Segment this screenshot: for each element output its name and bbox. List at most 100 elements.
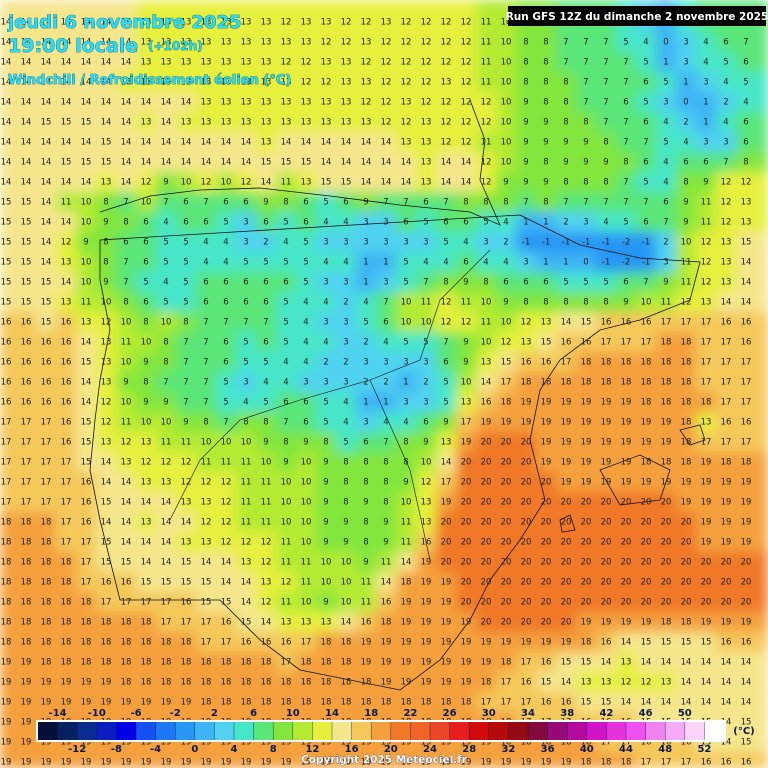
field-cell xyxy=(696,232,717,253)
field-cell xyxy=(496,92,517,113)
field-cell xyxy=(476,152,497,173)
field-cell xyxy=(476,132,497,153)
grid-value: 18 xyxy=(201,658,212,668)
field-cell xyxy=(556,232,577,253)
grid-value: 14 xyxy=(161,118,172,128)
grid-value: 15 xyxy=(541,678,552,688)
grid-value: 1 xyxy=(383,398,388,408)
grid-value: 7 xyxy=(183,398,188,408)
grid-value: 8 xyxy=(203,418,208,428)
grid-value: 1 xyxy=(403,378,408,388)
field-cell xyxy=(256,0,277,33)
grid-value: 18 xyxy=(281,698,292,708)
grid-value: 9 xyxy=(683,198,688,208)
field-cell xyxy=(16,232,37,253)
grid-value: 12 xyxy=(101,398,112,408)
field-cell xyxy=(596,132,617,153)
grid-value: 13 xyxy=(741,198,752,208)
grid-value: 19 xyxy=(1,698,12,708)
grid-value: 19 xyxy=(601,438,612,448)
grid-value: 9 xyxy=(663,278,668,288)
field-cell xyxy=(616,72,637,93)
colorbar-label: -8 xyxy=(111,744,122,755)
grid-value: 3 xyxy=(523,258,528,268)
field-cell xyxy=(16,172,37,193)
grid-value: 16 xyxy=(541,358,552,368)
grid-value: 14 xyxy=(281,138,292,148)
grid-value: 19 xyxy=(421,618,432,628)
field-cell xyxy=(16,252,37,273)
field-cell xyxy=(636,92,657,113)
field-cell xyxy=(556,32,577,53)
colorbar-cell xyxy=(606,722,627,740)
field-cell xyxy=(316,112,337,133)
grid-value: 19 xyxy=(561,418,572,428)
grid-value: 13 xyxy=(301,18,312,28)
grid-value: 6 xyxy=(143,218,148,228)
grid-value: 2 xyxy=(363,378,368,388)
grid-value: 18 xyxy=(261,698,272,708)
grid-value: 19 xyxy=(241,758,252,768)
grid-value: 17 xyxy=(701,338,712,348)
grid-value: 19 xyxy=(201,758,212,768)
grid-value: 3 xyxy=(343,238,348,248)
grid-value: 6 xyxy=(263,218,268,228)
grid-value: 15 xyxy=(1,218,12,228)
field-cell xyxy=(0,172,17,193)
grid-value: 14 xyxy=(181,158,192,168)
grid-value: 5 xyxy=(623,218,628,228)
field-cell xyxy=(696,192,717,213)
grid-value: 18 xyxy=(21,618,32,628)
grid-value: 15 xyxy=(41,278,52,288)
grid-value: 8 xyxy=(543,198,548,208)
grid-value: 8 xyxy=(543,78,548,88)
grid-value: 11 xyxy=(481,58,492,68)
field-cell xyxy=(236,272,257,293)
field-cell xyxy=(716,32,737,53)
grid-value: 18 xyxy=(1,558,12,568)
field-cell xyxy=(656,132,677,153)
grid-value: 3 xyxy=(403,358,408,368)
grid-value: 9 xyxy=(523,138,528,148)
field-cell xyxy=(116,172,137,193)
colorbar-cell xyxy=(410,722,431,740)
grid-value: 8 xyxy=(563,178,568,188)
colorbar-cell xyxy=(136,722,156,740)
grid-value: 17 xyxy=(681,758,692,768)
grid-value: 14 xyxy=(681,678,692,688)
grid-value: 18 xyxy=(21,558,32,568)
grid-value: 14 xyxy=(721,678,732,688)
grid-value: 17 xyxy=(141,598,152,608)
grid-value: 18 xyxy=(681,398,692,408)
grid-value: 19 xyxy=(601,398,612,408)
field-cell xyxy=(456,72,477,93)
grid-value: 19 xyxy=(501,758,512,768)
grid-value: 13 xyxy=(341,78,352,88)
field-cell xyxy=(276,272,297,293)
grid-value: 10 xyxy=(501,98,512,108)
grid-value: 6 xyxy=(703,158,708,168)
grid-value: 10 xyxy=(301,458,312,468)
grid-value: 8 xyxy=(563,298,568,308)
grid-value: 6 xyxy=(383,318,388,328)
field-cell xyxy=(256,252,277,273)
field-cell xyxy=(256,192,277,213)
grid-value: 15 xyxy=(1,238,12,248)
grid-value: 20 xyxy=(541,498,552,508)
grid-value: 18 xyxy=(721,458,732,468)
grid-value: 18 xyxy=(1,518,12,528)
grid-value: 6 xyxy=(223,298,228,308)
grid-value: 19 xyxy=(681,498,692,508)
grid-value: 14 xyxy=(241,138,252,148)
grid-value: 4 xyxy=(223,238,228,248)
grid-value: 12 xyxy=(221,518,232,528)
grid-value: 20 xyxy=(681,518,692,528)
field-cell xyxy=(116,72,137,93)
field-cell xyxy=(736,212,768,233)
field-cell xyxy=(316,52,337,73)
grid-value: 7 xyxy=(203,198,208,208)
grid-value: -2 xyxy=(622,258,630,268)
grid-value: 7 xyxy=(583,198,588,208)
field-cell xyxy=(736,92,768,113)
field-cell xyxy=(656,192,677,213)
